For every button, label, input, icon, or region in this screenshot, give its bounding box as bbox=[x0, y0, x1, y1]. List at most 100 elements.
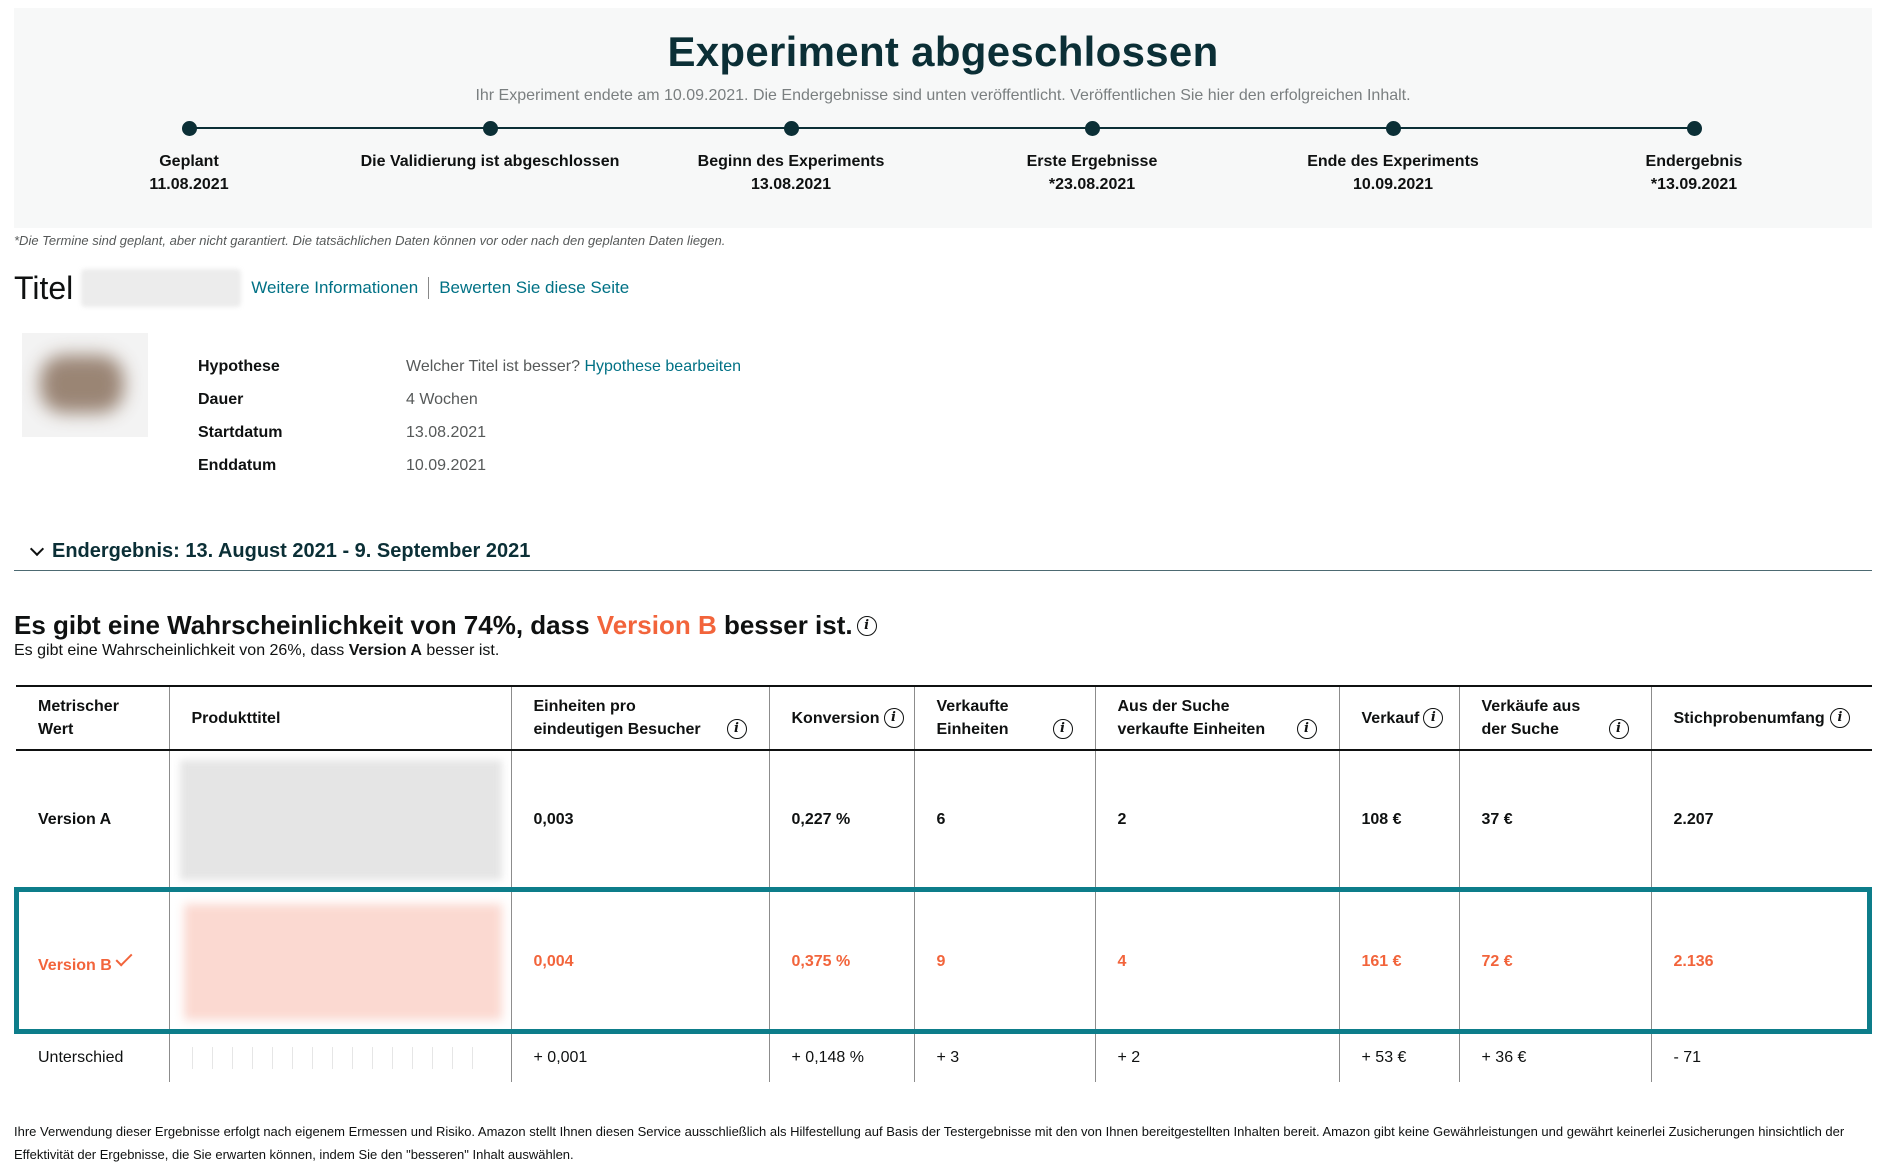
redacted-title-diff bbox=[191, 1047, 492, 1069]
losing-version: Version A bbox=[348, 642, 422, 659]
milestone-validation: Die Validierung ist abgeschlossen bbox=[320, 121, 660, 173]
milestone-date: *13.09.2021 bbox=[1650, 176, 1738, 193]
product-thumbnail bbox=[22, 333, 148, 437]
page-title: Experiment abgeschlossen bbox=[667, 28, 1219, 75]
value-cell: + 36 € bbox=[1458, 1034, 1651, 1082]
value-cell: 2.136 bbox=[1650, 890, 1872, 1034]
detail-value: 4 Wochen bbox=[406, 390, 478, 408]
product-title-redacted bbox=[168, 890, 511, 1034]
detail-key: Startdatum bbox=[198, 423, 283, 441]
redacted-title-image bbox=[183, 904, 502, 1021]
milestone-dot bbox=[1686, 121, 1702, 136]
detail-key: Dauer bbox=[198, 390, 244, 408]
table-row-difference: Unterschied + 0,001 + 0,148 % + 3 + 2 + … bbox=[16, 1034, 1872, 1082]
edit-hypothesis-link[interactable]: Hypothese bearbeiten bbox=[584, 357, 742, 375]
milestone-label: Endergebnis bbox=[1645, 153, 1743, 170]
final-result-section-toggle[interactable]: Endergebnis: 13. August 2021 - 9. Septem… bbox=[14, 533, 1872, 571]
product-thumbnail-image bbox=[40, 355, 124, 413]
rate-page-link[interactable]: Bewerten Sie diese Seite bbox=[439, 278, 630, 297]
value-cell: 9 bbox=[913, 890, 1095, 1034]
dates-disclaimer-note: *Die Termine sind geplant, aber nicht ga… bbox=[14, 233, 726, 248]
chevron-down-icon bbox=[29, 541, 45, 556]
value-cell: + 3 bbox=[913, 1034, 1095, 1082]
probability-sub-prefix: Es gibt eine Wahrscheinlichkeit von 26%,… bbox=[14, 642, 345, 659]
results-table: Metrischer Wert Produkttitel Einheiten p… bbox=[16, 685, 1872, 1082]
milestone-dot bbox=[181, 121, 197, 136]
probability-sub-suffix: besser ist. bbox=[426, 642, 500, 659]
milestone-dot bbox=[482, 121, 498, 136]
row-label: Version B bbox=[16, 890, 169, 1034]
milestone-first-results: Erste Ergebnisse *23.08.2021 bbox=[922, 121, 1262, 196]
row-label: Unterschied bbox=[38, 1049, 124, 1066]
value-cell: + 2 bbox=[1094, 1034, 1339, 1082]
title-label: Titel bbox=[14, 269, 74, 306]
info-icon[interactable]: i bbox=[856, 615, 877, 636]
value-cell: + 53 € bbox=[1338, 1034, 1459, 1082]
value-cell: 2 bbox=[1094, 750, 1339, 891]
header-conversion: Konversion i bbox=[768, 685, 914, 751]
milestone-dot bbox=[1385, 121, 1401, 136]
milestone-label: Die Validierung ist abgeschlossen bbox=[360, 153, 620, 170]
link-separator bbox=[428, 277, 430, 299]
detail-value: 13.08.2021 bbox=[406, 423, 487, 441]
detail-key: Hypothese bbox=[198, 357, 280, 375]
header-units-per-visitor: Einheiten pro eindeutigen Besucher i bbox=[510, 685, 769, 751]
milestone-label: Beginn des Experiments bbox=[697, 153, 885, 170]
detail-row-start-date: Startdatum 13.08.2021 bbox=[198, 416, 741, 449]
header-search-units-sold: Aus der Suche verkaufte Einheiten i bbox=[1094, 685, 1339, 751]
milestone-date: 10.09.2021 bbox=[1352, 176, 1434, 193]
title-row: Titel Weitere Informationen Bewerten Sie… bbox=[14, 266, 629, 310]
detail-key: Enddatum bbox=[198, 456, 277, 474]
banner-subtitle: Ihr Experiment endete am 10.09.2021. Die… bbox=[475, 87, 1411, 104]
detail-value: Welcher Titel ist besser? Hypothese bear… bbox=[406, 358, 741, 376]
winning-version: Version B bbox=[596, 610, 717, 640]
value-cell: 37 € bbox=[1458, 750, 1651, 891]
milestone-end: Ende des Experiments 10.09.2021 bbox=[1223, 121, 1563, 196]
info-icon[interactable]: i bbox=[883, 707, 904, 728]
milestone-date: *23.08.2021 bbox=[1048, 176, 1136, 193]
hypothesis-text: Welcher Titel ist besser? bbox=[406, 357, 580, 375]
value-cell: + 0,148 % bbox=[768, 1034, 914, 1082]
header-sales: Verkauf i bbox=[1338, 685, 1459, 751]
timeline-line bbox=[189, 127, 1697, 129]
detail-row-hypothesis: Hypothese Welcher Titel ist besser? Hypo… bbox=[198, 350, 741, 383]
value-cell: 6 bbox=[913, 750, 1095, 891]
info-icon[interactable]: i bbox=[1052, 719, 1073, 739]
detail-row-end-date: Enddatum 10.09.2021 bbox=[198, 449, 741, 482]
table-row-version-a: Version A 0,003 0,227 % 6 2 108 € 37 € 2… bbox=[16, 750, 1872, 891]
table-header-row: Metrischer Wert Produkttitel Einheiten p… bbox=[16, 685, 1872, 751]
redacted-title-image bbox=[179, 760, 502, 881]
milestone-label: Ende des Experiments bbox=[1307, 153, 1479, 170]
value-cell: 161 € bbox=[1338, 890, 1459, 1034]
section-title: Endergebnis: 13. August 2021 - 9. Septem… bbox=[52, 540, 531, 562]
legal-disclaimer: Ihre Verwendung dieser Ergebnisse erfolg… bbox=[14, 1124, 1845, 1162]
value-cell: 4 bbox=[1094, 890, 1339, 1034]
value-cell: 0,227 % bbox=[768, 750, 914, 891]
info-icon[interactable]: i bbox=[1608, 719, 1629, 739]
header-search-sales: Verkäufe aus der Suche i bbox=[1458, 685, 1651, 751]
milestone-date: 13.08.2021 bbox=[750, 176, 832, 193]
value-cell: 0,003 bbox=[510, 750, 769, 891]
milestone-label: Erste Ergebnisse bbox=[1026, 153, 1158, 170]
value-cell: 0,375 % bbox=[768, 890, 914, 1034]
value-cell: + 0,001 bbox=[510, 1034, 769, 1082]
header-units-sold: Verkaufte Einheiten i bbox=[913, 685, 1095, 751]
probability-subline: Es gibt eine Wahrscheinlichkeit von 26%,… bbox=[14, 642, 499, 660]
info-icon[interactable]: i bbox=[1830, 707, 1850, 728]
more-info-link[interactable]: Weitere Informationen bbox=[251, 278, 419, 297]
milestone-start: Beginn des Experiments 13.08.2021 bbox=[621, 121, 961, 196]
product-title-redacted bbox=[168, 750, 511, 891]
product-title-redacted bbox=[168, 1034, 511, 1082]
milestone-planned: Geplant 11.08.2021 bbox=[19, 121, 359, 196]
detail-value: 10.09.2021 bbox=[406, 456, 487, 474]
header-metric: Metrischer Wert bbox=[16, 685, 169, 751]
value-cell: 2.207 bbox=[1650, 750, 1872, 891]
probability-prefix: Es gibt eine Wahrscheinlichkeit von 74%,… bbox=[14, 610, 590, 640]
info-icon[interactable]: i bbox=[1296, 719, 1317, 739]
milestone-dot bbox=[1084, 121, 1100, 136]
info-icon[interactable]: i bbox=[726, 719, 747, 739]
milestone-date: 11.08.2021 bbox=[149, 176, 229, 193]
probability-headline: Es gibt eine Wahrscheinlichkeit von 74%,… bbox=[14, 610, 877, 641]
info-icon[interactable]: i bbox=[1423, 707, 1444, 728]
probability-suffix: besser ist. bbox=[723, 610, 853, 640]
